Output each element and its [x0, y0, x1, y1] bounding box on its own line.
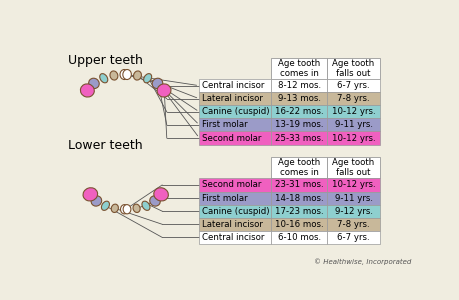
- Bar: [271, 105, 326, 119]
- Ellipse shape: [111, 204, 118, 212]
- Bar: [326, 205, 379, 218]
- Bar: [326, 131, 379, 145]
- Bar: [271, 205, 326, 218]
- Ellipse shape: [142, 201, 150, 210]
- Text: Age tooth
comes in: Age tooth comes in: [278, 158, 320, 177]
- Text: 23-31 mos.: 23-31 mos.: [274, 181, 323, 190]
- Text: Canine (cuspid): Canine (cuspid): [201, 207, 269, 216]
- Bar: [271, 118, 326, 131]
- Text: Age tooth
falls out: Age tooth falls out: [332, 158, 374, 177]
- Bar: [271, 79, 326, 92]
- Text: 10-12 yrs.: 10-12 yrs.: [331, 134, 375, 142]
- Text: 9-12 yrs.: 9-12 yrs.: [334, 207, 372, 216]
- Text: 9-13 mos.: 9-13 mos.: [277, 94, 320, 103]
- Bar: [199, 191, 271, 205]
- Text: 6-10 mos.: 6-10 mos.: [277, 233, 320, 242]
- Bar: [326, 58, 379, 79]
- Ellipse shape: [120, 205, 128, 214]
- Text: 13-19 mos.: 13-19 mos.: [274, 120, 323, 129]
- Bar: [326, 105, 379, 119]
- Bar: [271, 178, 326, 191]
- Bar: [326, 191, 379, 205]
- Text: Second molar: Second molar: [201, 134, 260, 142]
- Bar: [271, 191, 326, 205]
- Text: First molar: First molar: [201, 194, 247, 202]
- Text: 9-11 yrs.: 9-11 yrs.: [334, 194, 372, 202]
- Ellipse shape: [100, 74, 107, 83]
- Text: Second molar: Second molar: [201, 181, 260, 190]
- Bar: [326, 218, 379, 231]
- Bar: [199, 105, 271, 119]
- Text: 10-12 yrs.: 10-12 yrs.: [331, 181, 375, 190]
- Bar: [271, 218, 326, 231]
- Bar: [199, 131, 271, 145]
- Bar: [271, 157, 326, 178]
- Bar: [199, 92, 271, 105]
- Text: 16-22 mos.: 16-22 mos.: [274, 107, 323, 116]
- Text: Age tooth
falls out: Age tooth falls out: [332, 58, 374, 78]
- Bar: [199, 218, 271, 231]
- Bar: [271, 58, 326, 79]
- Bar: [199, 178, 271, 191]
- Ellipse shape: [133, 71, 141, 80]
- Ellipse shape: [150, 196, 160, 206]
- Bar: [326, 231, 379, 244]
- Ellipse shape: [80, 84, 94, 97]
- Text: First molar: First molar: [201, 120, 247, 129]
- Bar: [271, 231, 326, 244]
- Text: 6-7 yrs.: 6-7 yrs.: [336, 233, 369, 242]
- Text: 10-16 mos.: 10-16 mos.: [274, 220, 323, 229]
- Text: Age tooth
comes in: Age tooth comes in: [278, 58, 320, 78]
- Text: 14-18 mos.: 14-18 mos.: [274, 194, 323, 202]
- Ellipse shape: [133, 204, 140, 212]
- Ellipse shape: [120, 70, 128, 80]
- Bar: [326, 178, 379, 191]
- Bar: [326, 79, 379, 92]
- Bar: [199, 79, 271, 92]
- Ellipse shape: [91, 196, 101, 206]
- Ellipse shape: [157, 84, 171, 97]
- Ellipse shape: [143, 74, 151, 83]
- Ellipse shape: [89, 78, 99, 88]
- Ellipse shape: [101, 201, 109, 210]
- Bar: [199, 231, 271, 244]
- Bar: [199, 205, 271, 218]
- Text: Central incisor: Central incisor: [201, 81, 263, 90]
- Text: 6-7 yrs.: 6-7 yrs.: [336, 81, 369, 90]
- Ellipse shape: [110, 71, 118, 80]
- Text: Lateral incisor: Lateral incisor: [201, 94, 262, 103]
- Text: Lower teeth: Lower teeth: [68, 139, 143, 152]
- Ellipse shape: [83, 188, 97, 201]
- Text: Canine (cuspid): Canine (cuspid): [201, 107, 269, 116]
- Text: 7-8 yrs.: 7-8 yrs.: [336, 220, 369, 229]
- Ellipse shape: [153, 188, 168, 201]
- Text: Lateral incisor: Lateral incisor: [201, 220, 262, 229]
- Ellipse shape: [123, 70, 131, 80]
- Bar: [271, 92, 326, 105]
- Ellipse shape: [152, 78, 162, 88]
- Bar: [326, 92, 379, 105]
- Text: 25-33 mos.: 25-33 mos.: [274, 134, 323, 142]
- Bar: [271, 131, 326, 145]
- Text: 7-8 yrs.: 7-8 yrs.: [336, 94, 369, 103]
- Text: Central incisor: Central incisor: [201, 233, 263, 242]
- Text: 10-12 yrs.: 10-12 yrs.: [331, 107, 375, 116]
- Text: 8-12 mos.: 8-12 mos.: [277, 81, 320, 90]
- Ellipse shape: [123, 205, 131, 214]
- Text: © Healthwise, Incorporated: © Healthwise, Incorporated: [313, 258, 410, 265]
- Text: Upper teeth: Upper teeth: [68, 54, 143, 67]
- Text: 17-23 mos.: 17-23 mos.: [274, 207, 323, 216]
- Bar: [326, 118, 379, 131]
- Bar: [326, 157, 379, 178]
- Bar: [199, 118, 271, 131]
- Text: 9-11 yrs.: 9-11 yrs.: [334, 120, 372, 129]
